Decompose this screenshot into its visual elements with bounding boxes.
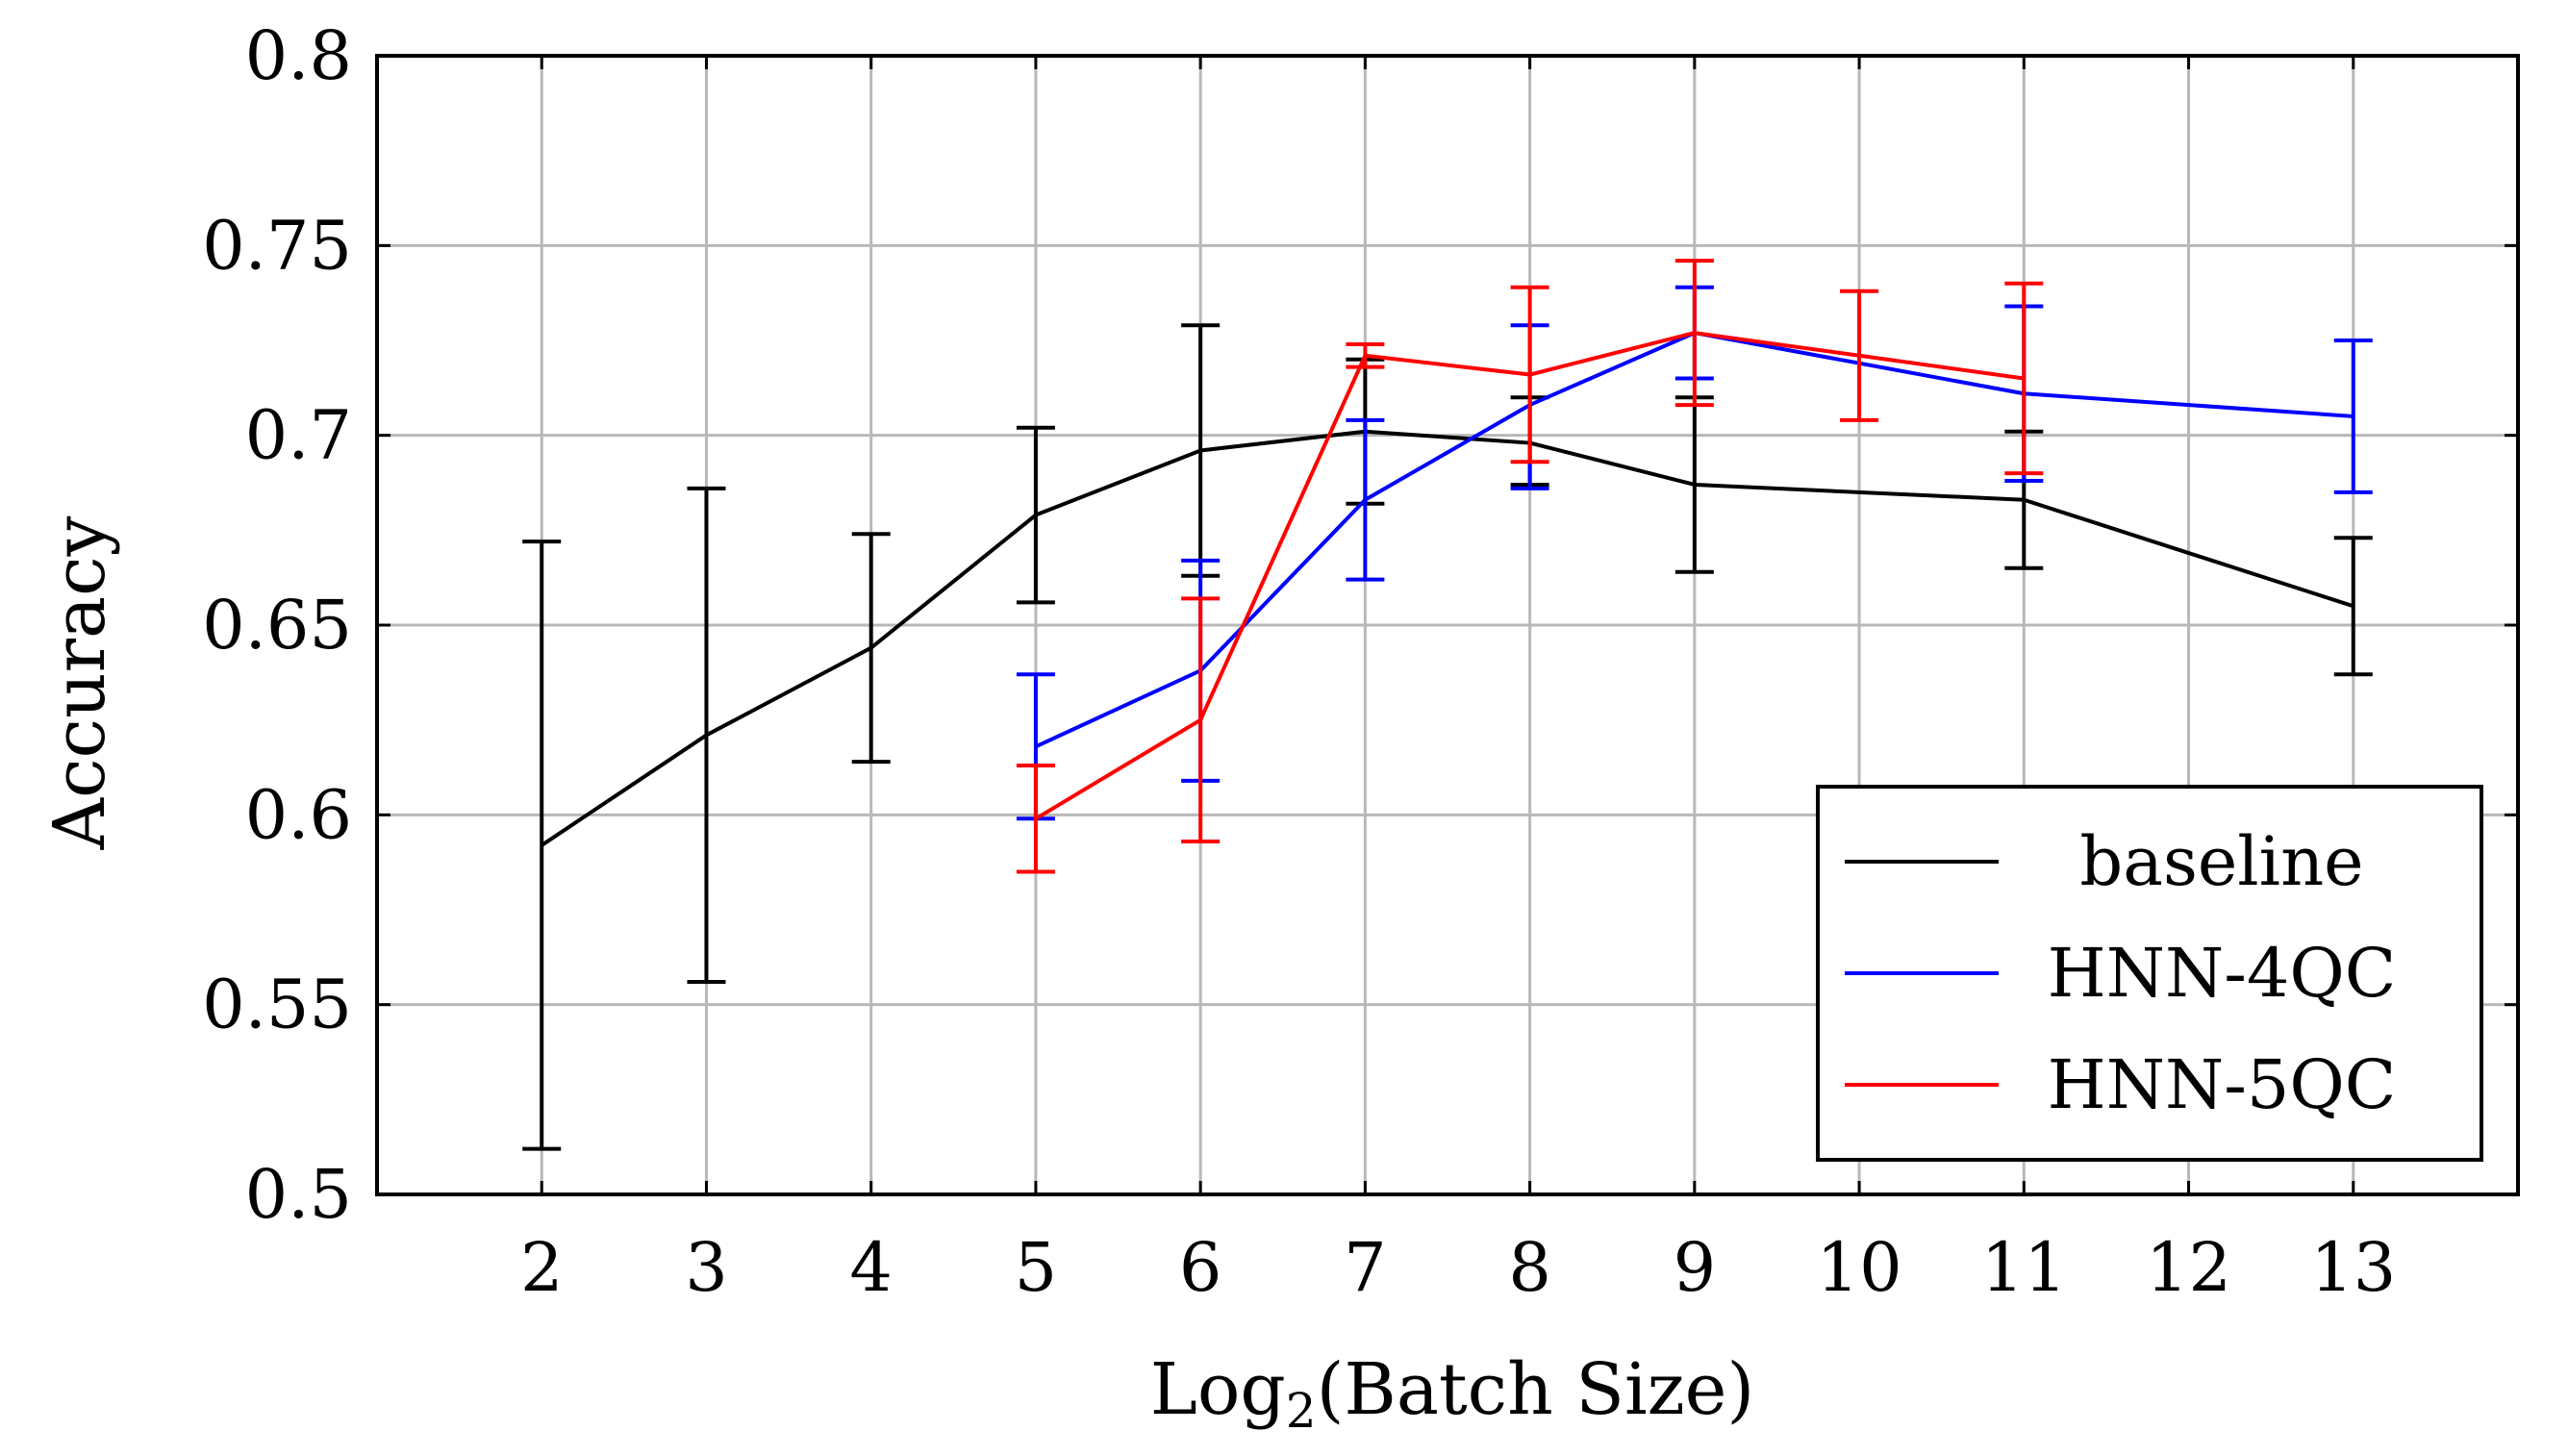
y-tick-label: 0.65 <box>202 586 352 665</box>
y-tick-label: 0.5 <box>245 1155 352 1234</box>
y-tick-label: 0.7 <box>245 396 352 475</box>
legend-label-hnn-5qc: HNN-5QC <box>2048 1045 2397 1124</box>
x-axis-title: Log2(Batch Size) <box>1150 1348 1755 1439</box>
error-bar-hnn-4qc <box>2333 339 2373 494</box>
series-group <box>522 259 2373 1151</box>
legend-entry-hnn-5qc: HNN-5QC <box>1845 1045 2396 1124</box>
series-hnn-5qc <box>1016 259 2044 874</box>
x-tick-label: 7 <box>1344 1228 1387 1307</box>
error-bar-hnn-5qc <box>1674 259 1714 408</box>
error-bar-baseline <box>1016 425 1055 605</box>
error-bar-hnn-5qc <box>1510 285 1549 464</box>
x-tick-label: 13 <box>2310 1228 2396 1307</box>
error-bar-hnn-5qc <box>1346 341 1385 369</box>
x-tick-label: 12 <box>2146 1228 2231 1307</box>
x-tick-label: 3 <box>685 1228 728 1307</box>
legend-label-baseline: baseline <box>2079 822 2363 901</box>
series-line-baseline <box>541 429 2354 847</box>
x-tick-label: 10 <box>1817 1228 1902 1307</box>
error-bar-baseline <box>522 540 562 1151</box>
error-bar-hnn-5qc <box>1181 596 1221 843</box>
error-bar-baseline <box>2333 536 2373 677</box>
tick-labels: 2 3 4 5 6 7 8 9 10 11 12 13 0.5 0.55 0.6 0.65 0.7 0.75 0.8 <box>202 16 2396 1307</box>
x-tick-label: 4 <box>849 1228 893 1307</box>
error-bar-baseline <box>851 532 891 765</box>
legend-entry-baseline: baseline <box>1845 822 2364 901</box>
error-bar-baseline <box>687 486 726 984</box>
error-bar-hnn-5qc <box>1840 289 1879 422</box>
x-tick-label: 2 <box>520 1228 564 1307</box>
y-tick-label: 0.55 <box>202 966 352 1044</box>
y-axis-title: Accuracy <box>38 515 121 850</box>
x-tick-label: 5 <box>1015 1228 1058 1307</box>
y-tick-label: 0.75 <box>202 206 352 285</box>
y-tick-label: 0.6 <box>245 775 352 854</box>
error-bar-hnn-5qc <box>2004 281 2044 476</box>
legend: baseline HNN-4QC HNN-5QC <box>1816 785 2483 1162</box>
legend-label-hnn-4qc: HNN-4QC <box>2048 934 2397 1013</box>
ticks <box>377 54 2518 1196</box>
x-tick-label: 8 <box>1508 1228 1551 1307</box>
x-tick-label: 9 <box>1674 1228 1717 1307</box>
error-bar-hnn-5qc <box>1016 764 1055 874</box>
error-bar-hnn-4qc <box>1346 417 1385 582</box>
x-tick-label: 11 <box>1981 1228 2067 1307</box>
legend-entry-hnn-4qc: HNN-4QC <box>1845 934 2396 1013</box>
y-tick-label: 0.8 <box>245 16 352 95</box>
x-tick-label: 6 <box>1179 1228 1222 1307</box>
